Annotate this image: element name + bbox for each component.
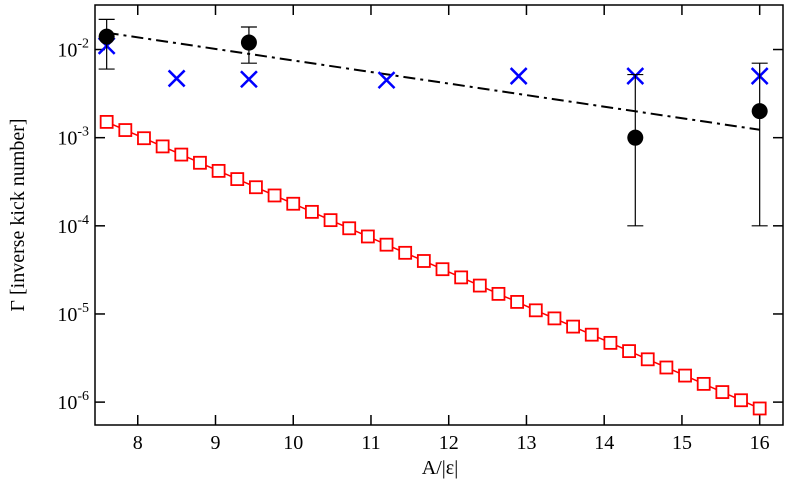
square-marker — [211, 163, 226, 178]
y-tick-label: 10-5 — [57, 301, 89, 326]
circle-marker — [627, 129, 644, 146]
square-marker — [416, 254, 431, 268]
plot-frame — [94, 4, 784, 426]
square-marker — [491, 286, 506, 301]
square-marker — [155, 139, 170, 154]
cross-marker — [509, 67, 528, 85]
x-tick-label: 12 — [439, 432, 459, 454]
square-marker — [379, 237, 394, 252]
square-marker — [323, 213, 338, 228]
square-marker — [696, 376, 711, 391]
square-marker — [472, 278, 487, 293]
square-marker — [137, 131, 151, 146]
cross-marker — [377, 71, 396, 89]
square-marker — [678, 368, 692, 383]
y-tick-label: 10-3 — [57, 125, 89, 150]
square-marker — [734, 393, 748, 408]
x-tick-label: 15 — [672, 432, 692, 454]
square-marker — [398, 245, 413, 260]
x-tick-label: 11 — [361, 432, 380, 454]
square-marker — [193, 155, 207, 170]
square-marker — [230, 172, 245, 186]
square-marker — [342, 221, 357, 236]
square-marker — [510, 295, 525, 309]
square-marker — [435, 262, 450, 277]
square-marker — [640, 352, 655, 367]
x-tick-label: 16 — [750, 432, 770, 454]
square-marker — [584, 327, 599, 342]
x-tick-label: 14 — [594, 432, 614, 454]
y-tick-label: 10-4 — [57, 213, 89, 238]
square-marker — [454, 270, 469, 285]
square-marker — [267, 188, 282, 203]
square-marker — [528, 303, 543, 318]
y-axis-label: Γ [inverse kick number] — [7, 118, 29, 311]
circle-marker — [240, 34, 257, 51]
cross-marker — [167, 69, 186, 88]
y-tick-label: 10-6 — [57, 389, 89, 414]
x-tick-label: 10 — [283, 432, 303, 454]
square-marker — [99, 114, 114, 129]
square-marker — [752, 401, 767, 416]
x-tick-label: 13 — [516, 432, 536, 454]
square-marker — [659, 360, 674, 375]
square-marker — [715, 385, 730, 399]
square-marker — [304, 204, 319, 219]
square-marker — [118, 123, 133, 137]
square-marker — [286, 196, 301, 211]
y-tick-label: 10-2 — [57, 37, 89, 62]
cross-marker — [240, 70, 258, 89]
square-marker — [360, 229, 375, 244]
x-tick-label: 9 — [210, 432, 220, 454]
square-marker — [566, 319, 581, 334]
circle-marker — [751, 103, 768, 120]
fit-line — [106, 31, 760, 131]
square-marker — [547, 311, 562, 326]
square-marker — [249, 180, 263, 195]
square-marker — [603, 335, 618, 350]
square-marker — [174, 147, 189, 162]
x-axis-label: A/|ε| — [422, 457, 458, 479]
x-tick-label: 8 — [133, 432, 143, 454]
square-marker — [622, 344, 636, 359]
circle-marker — [98, 28, 115, 45]
